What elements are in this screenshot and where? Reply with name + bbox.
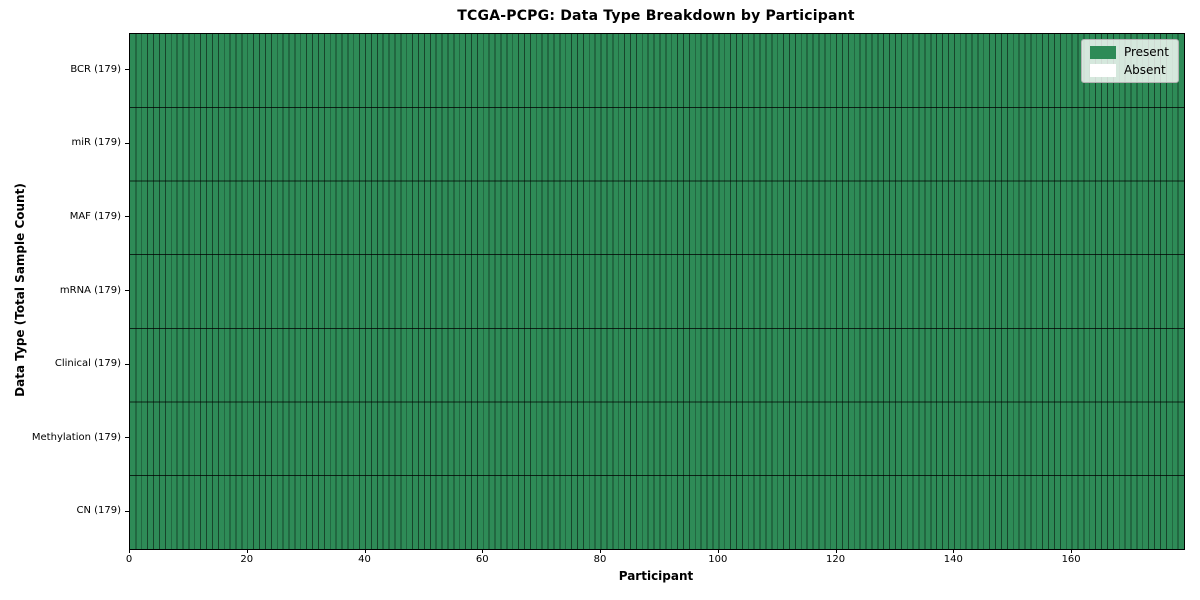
xtick-mark (600, 549, 602, 553)
ytick-mark (125, 216, 129, 218)
present-cells-MAF (130, 181, 1184, 255)
legend-label: Present (1123, 45, 1169, 59)
xtick-label-80: 80 (593, 554, 607, 565)
ytick-label-Clinical: Clinical (179) (54, 358, 121, 370)
plot-area: Present Absent (129, 33, 1185, 550)
xtick-label-160: 160 (1061, 554, 1081, 565)
legend-item-absent: Absent (1089, 63, 1169, 77)
xtick-label-120: 120 (826, 554, 846, 565)
xtick-mark (953, 549, 955, 553)
xtick-label-0: 0 (125, 554, 133, 565)
xtick-mark (482, 549, 484, 553)
xtick-mark (364, 549, 366, 553)
xtick-label-60: 60 (475, 554, 489, 565)
xtick-mark (129, 549, 130, 553)
xtick-mark (246, 549, 248, 553)
ytick-label-BCR: BCR (179) (70, 63, 121, 75)
heatmap-svg (130, 34, 1184, 549)
ytick-mark (125, 290, 129, 291)
x-axis-label: Participant (618, 569, 694, 583)
present-cells-miR (130, 107, 1184, 182)
legend-swatch-absent (1089, 63, 1116, 77)
ytick-label-MAF: MAF (179) (69, 210, 121, 222)
ytick-mark (125, 142, 129, 144)
xtick-mark (1071, 549, 1073, 553)
xtick-label-20: 20 (240, 554, 254, 565)
present-cells-Clinical (130, 328, 1184, 402)
legend: Present Absent (1080, 39, 1179, 83)
ytick-mark (125, 69, 129, 71)
ytick-mark (125, 437, 129, 439)
legend-item-present: Present (1089, 45, 1169, 59)
present-cells-BCR (130, 34, 1184, 108)
chart-title: TCGA-PCPG: Data Type Breakdown by Partic… (457, 8, 855, 24)
ytick-label-mRNA: mRNA (179) (59, 284, 121, 296)
xtick-label-140: 140 (943, 554, 963, 565)
xtick-label-100: 100 (708, 554, 728, 565)
ytick-label-Methylation: Methylation (179) (31, 431, 121, 443)
ytick-label-CN: CN (179) (76, 505, 121, 517)
ytick-mark (125, 510, 129, 512)
xtick-mark (717, 549, 719, 553)
xtick-mark (835, 549, 837, 553)
ytick-mark (125, 363, 129, 365)
legend-label: Absent (1123, 63, 1166, 77)
ytick-label-miR: miR (179) (71, 137, 121, 149)
present-cells-CN (130, 475, 1184, 549)
legend-swatch-present (1089, 45, 1116, 59)
xtick-label-40: 40 (358, 554, 371, 565)
present-cells-mRNA (130, 254, 1184, 329)
present-cells-Methylation (130, 401, 1184, 476)
